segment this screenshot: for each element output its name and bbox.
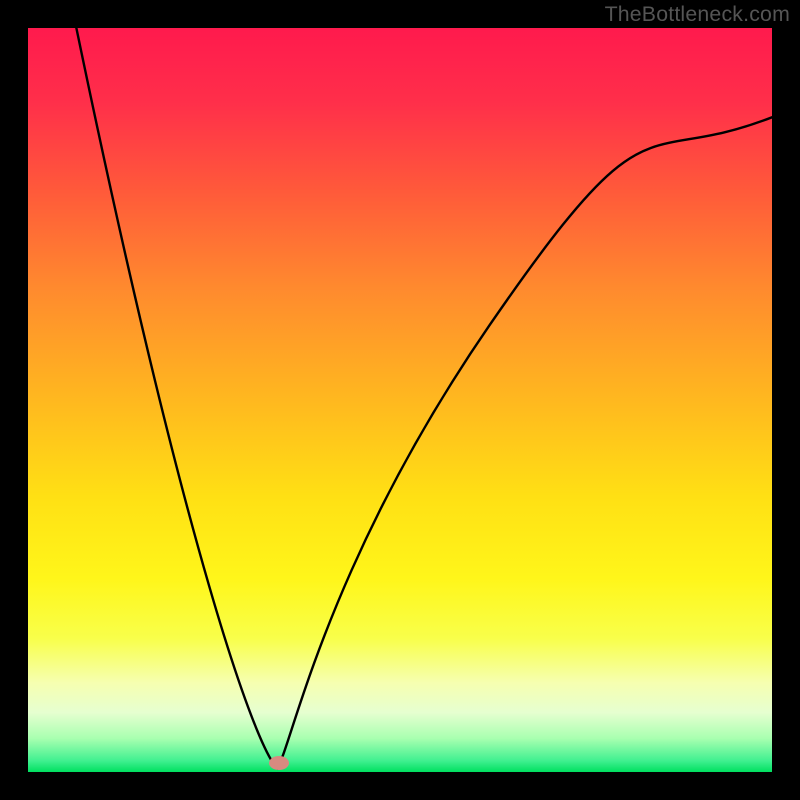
curve-path [76,28,772,768]
valley-marker [269,756,289,770]
bottleneck-curve [28,28,772,772]
watermark-text: TheBottleneck.com [605,2,790,27]
chart-frame: TheBottleneck.com [0,0,800,800]
plot-area [28,28,772,772]
